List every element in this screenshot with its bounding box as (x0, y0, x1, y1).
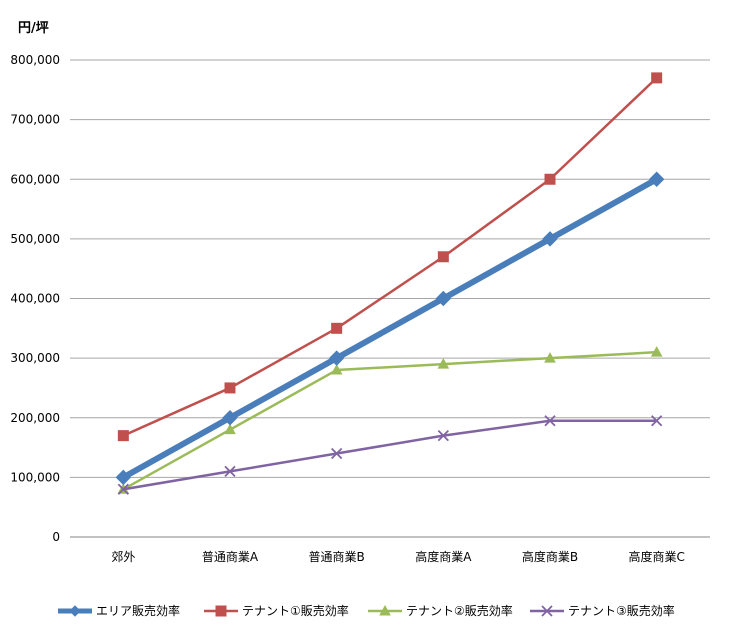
y-tick-label: 300,000 (10, 351, 60, 365)
legend-label: テナント③販売効率 (568, 603, 675, 618)
legend-label: エリア販売効率 (96, 603, 180, 618)
series-2 (117, 72, 663, 442)
data-point (69, 605, 81, 617)
legend-label: テナント①販売効率 (242, 603, 349, 618)
y-axis-label: 円/坪 (18, 21, 49, 36)
y-tick-label: 400,000 (10, 292, 60, 306)
data-point (379, 604, 391, 616)
data-point (224, 382, 236, 394)
data-point (544, 415, 556, 427)
series-4 (117, 415, 663, 495)
data-point (331, 322, 343, 334)
data-point (544, 352, 556, 363)
legend: エリア販売効率 テナント①販売効率 テナント②販売効率 テナント③販売効率 (58, 603, 675, 618)
legend-label: テナント②販売効率 (406, 603, 513, 618)
data-point (222, 410, 238, 426)
y-tick-label: 600,000 (10, 172, 60, 186)
data-point (544, 173, 556, 185)
series-line (122, 76, 658, 437)
data-point (117, 430, 129, 442)
data-point (648, 171, 665, 187)
data-point (437, 251, 449, 263)
series-line (123, 419, 657, 491)
data-point (437, 358, 450, 369)
data-point (435, 290, 452, 307)
data-point (330, 364, 343, 375)
gridlines (70, 59, 710, 538)
data-point (215, 605, 227, 617)
x-tick-label: 高度商業B (522, 549, 578, 564)
x-tick-label: 普通商業B (309, 549, 365, 564)
y-tick-labels: 0 100,000 200,000 300,000 400,000 500,000 600,… (10, 53, 60, 544)
data-point (117, 483, 129, 495)
series-1 (115, 171, 665, 486)
data-point (331, 447, 343, 460)
data-point (651, 415, 663, 427)
y-tick-label: 800,000 (10, 53, 60, 67)
y-tick-label: 500,000 (10, 232, 60, 246)
x-tick-label: 郊外 (111, 550, 135, 564)
y-tick-label: 0 (52, 530, 60, 544)
data-point (650, 346, 663, 357)
x-tick-labels: 郊外 普通商業A 普通商業B 高度商業A 高度商業B 高度商業C (111, 549, 685, 564)
data-point (437, 430, 449, 442)
legend-item: エリア販売効率 (58, 603, 180, 618)
x-tick-label: 普通商業A (202, 549, 259, 564)
legend-item: テナント②販売効率 (368, 603, 513, 618)
series-line (122, 350, 657, 491)
y-tick-label: 700,000 (10, 113, 60, 127)
data-point (541, 605, 553, 617)
series-group (115, 72, 665, 495)
data-point (115, 469, 132, 486)
legend-item: テナント③販売効率 (530, 603, 675, 618)
y-tick-label: 100,000 (10, 470, 60, 484)
data-point (224, 423, 236, 435)
data-point (328, 350, 345, 366)
legend-item: テナント①販売効率 (204, 603, 349, 618)
x-tick-label: 高度商業A (415, 549, 472, 564)
data-point (651, 72, 663, 84)
y-tick-label: 200,000 (10, 411, 60, 425)
data-point (224, 465, 236, 478)
data-point (542, 231, 558, 247)
x-tick-label: 高度商業C (628, 549, 684, 564)
series-line (121, 176, 659, 480)
